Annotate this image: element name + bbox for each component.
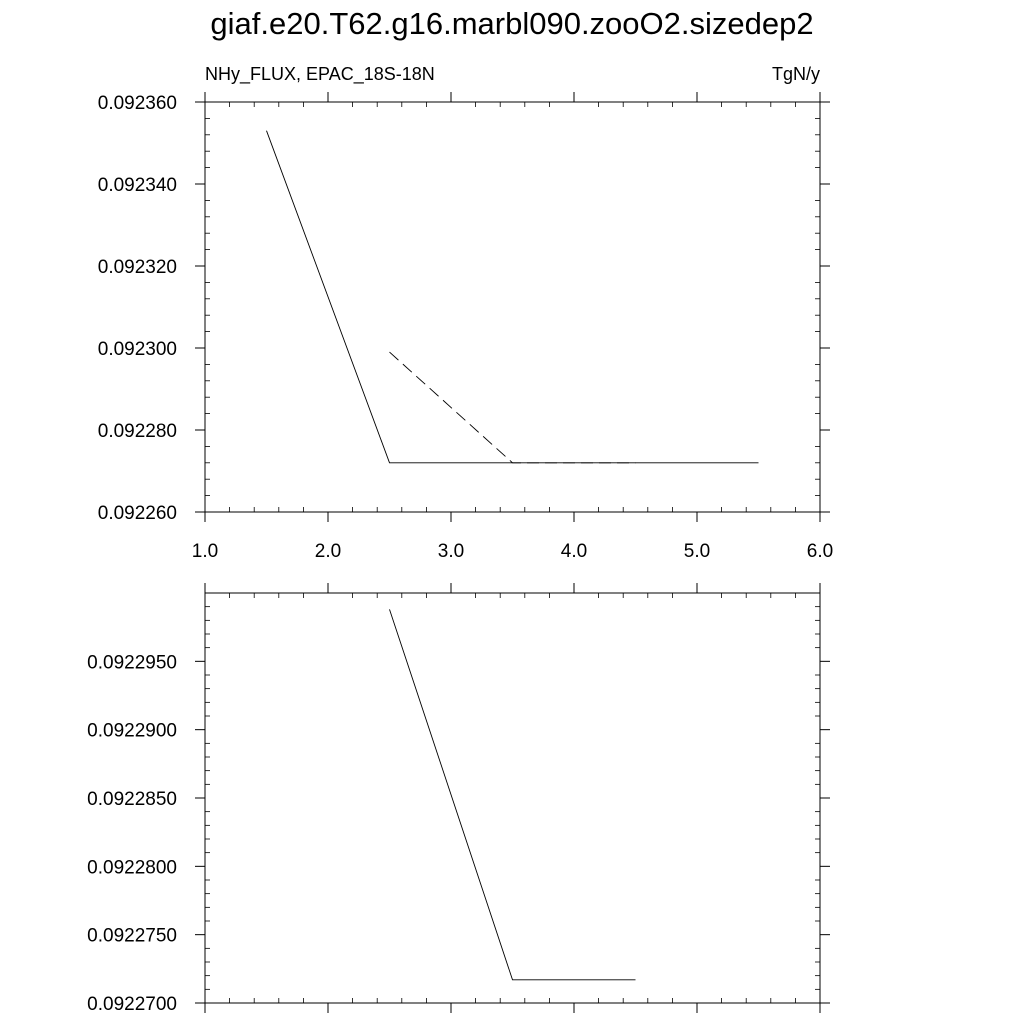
- chart1-y-tick-label: 0.092280: [98, 421, 177, 442]
- chart1-series-line-1: [266, 130, 759, 464]
- chart2-y-tick-label: 0.0922850: [87, 789, 177, 810]
- chart1-y-tick-label: 0.092360: [98, 93, 177, 114]
- chart1-frame: [204, 101, 821, 513]
- top-left-label: NHy_FLUX, EPAC_18S-18N: [205, 64, 435, 84]
- chart1-x-tick-label: 1.0: [192, 541, 218, 562]
- chart1-y-tick-label: 0.092320: [98, 257, 177, 278]
- chart1-x-tick-label: 6.0: [807, 541, 833, 562]
- chart2-y-tick-label: 0.0922750: [87, 926, 177, 947]
- page-title: giaf.e20.T62.g16.marbl090.zooO2.sizedep2: [210, 6, 814, 41]
- chart2-y-tick-label: 0.0922950: [87, 652, 177, 673]
- chart1-x-tick-label: 2.0: [315, 541, 341, 562]
- chart2-y-tick-label: 0.0922800: [87, 857, 177, 878]
- top-right-label: TgN/y: [771, 64, 820, 84]
- chart2-y-tick-label: 0.0922900: [87, 721, 177, 742]
- chart2-y-tick-label: 0.0922700: [87, 994, 177, 1015]
- chart2-frame: [204, 592, 821, 1004]
- chart1-y-tick-label: 0.092260: [98, 503, 177, 524]
- chart1-x-tick-label: 5.0: [684, 541, 710, 562]
- chart1-y-tick-label: 0.092300: [98, 339, 177, 360]
- chart1-x-tick-label: 3.0: [438, 541, 464, 562]
- chart1-series-line-2: [389, 351, 636, 464]
- chart1-y-tick-label: 0.092340: [98, 175, 177, 196]
- chart2-series-line-1: [389, 609, 636, 981]
- chart1-x-tick-label: 4.0: [561, 541, 587, 562]
